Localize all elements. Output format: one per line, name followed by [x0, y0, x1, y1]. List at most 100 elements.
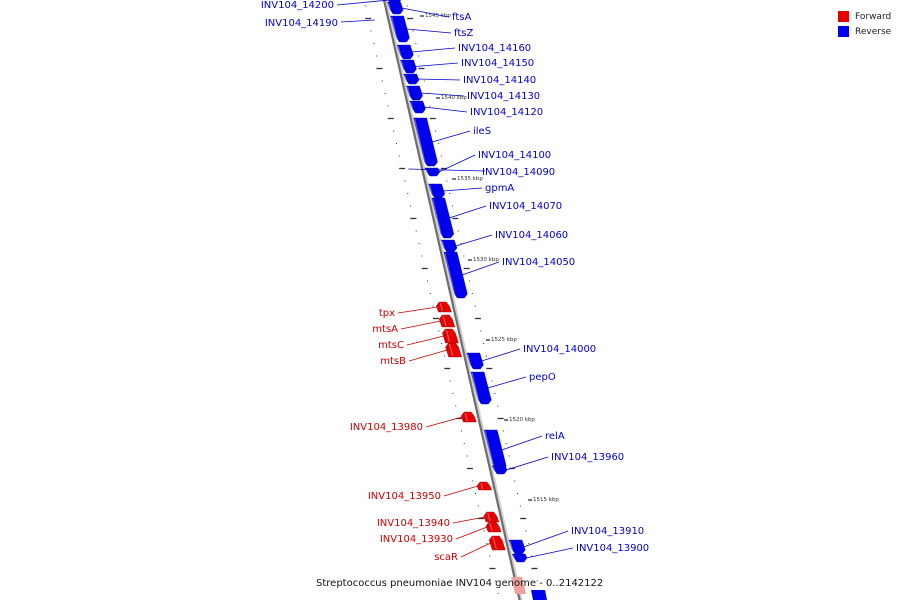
gene-label-mtsB[interactable]: mtsB — [380, 356, 406, 367]
gene-leader-line — [526, 547, 574, 559]
gene-label-INV104_14160[interactable]: INV104_14160 — [458, 43, 531, 54]
gene-leader-line — [336, 0, 394, 6]
selected-feature[interactable] — [511, 577, 526, 594]
legend-forward: Forward — [838, 9, 891, 24]
gene-leader-line — [455, 526, 488, 540]
gene-arrow-scaR[interactable] — [488, 535, 506, 551]
gene-shine — [441, 240, 446, 252]
gene-label-INV104_14150[interactable]: INV104_14150 — [461, 58, 534, 69]
gene-label-INV104_14190[interactable]: INV104_14190 — [265, 18, 338, 29]
gene-label-scaR[interactable]: scaR — [434, 552, 458, 563]
gene-shine — [444, 252, 456, 298]
legend-forward-label: Forward — [855, 11, 892, 22]
genome-axis-layer — [382, 0, 523, 600]
gene-feature-layer — [387, 0, 547, 600]
gene-label-INV104_13980[interactable]: INV104_13980 — [350, 422, 423, 433]
gene-leader-line — [443, 187, 483, 192]
gene-label-INV104_14090[interactable]: INV104_14090 — [482, 167, 555, 178]
gene-label-relA[interactable]: relA — [545, 431, 565, 442]
gene-leader-line — [414, 62, 459, 67]
gene-shine — [471, 372, 480, 404]
gene-arrow-ftsA[interactable] — [387, 1, 404, 15]
gene-leader-line — [452, 516, 485, 524]
reverse-swatch — [838, 26, 849, 37]
gene-label-ftsZ[interactable]: ftsZ — [454, 28, 473, 39]
gene-arrow-INV104_13900[interactable] — [511, 553, 528, 563]
gene-leader-line — [449, 205, 487, 219]
gene-shine — [406, 86, 412, 100]
gene-label-INV104_14140[interactable]: INV104_14140 — [463, 75, 536, 86]
gene-shine — [492, 536, 497, 550]
gene-label-ftsA[interactable]: ftsA — [452, 12, 471, 23]
gene-label-INV104_13930[interactable]: INV104_13930 — [380, 534, 453, 545]
gene-leader-line — [425, 416, 463, 428]
gene-label-INV104_13910[interactable]: INV104_13910 — [571, 526, 644, 537]
gene-label-mtsC[interactable]: mtsC — [378, 340, 404, 351]
gene-arrow-INV104_14160[interactable] — [396, 44, 414, 60]
axis-shadow — [384, 0, 523, 600]
gene-shine — [480, 482, 484, 490]
gene-shine — [448, 343, 454, 357]
gene-shine — [391, 16, 399, 42]
gene-label-INV104_13960[interactable]: INV104_13960 — [551, 452, 624, 463]
gene-label-INV104_13900[interactable]: INV104_13900 — [576, 543, 649, 554]
gene-label-INV104_14130[interactable]: INV104_14130 — [467, 91, 540, 102]
gene-shine — [509, 540, 514, 554]
gene-shine — [429, 184, 434, 198]
gene-label-tpx[interactable]: tpx — [379, 308, 395, 319]
gene-label-INV104_14050[interactable]: INV104_14050 — [502, 257, 575, 268]
gene-shine — [467, 353, 472, 369]
gene-leader-line — [481, 348, 521, 362]
gene-arrow-mtsA[interactable] — [438, 314, 456, 328]
gene-arrow-partial[interactable] — [531, 590, 547, 600]
gene-arrow-INV104_13960[interactable] — [492, 465, 508, 475]
strand-legend: Forward Reverse — [838, 9, 891, 39]
gene-arrow-INV104_14070[interactable] — [431, 197, 455, 239]
gene-leader-line — [408, 168, 486, 172]
gene-leader-line — [487, 376, 527, 389]
gene-arrow-INV104_14000[interactable] — [466, 352, 484, 370]
scale-tick-label: 1535 kbp — [457, 176, 483, 182]
gene-arrow-mtsC[interactable] — [442, 328, 459, 344]
gene-label-INV104_14200[interactable]: INV104_14200 — [261, 0, 334, 11]
gene-shine — [410, 101, 415, 113]
gene-label-mtsA[interactable]: mtsA — [372, 324, 398, 335]
gene-arrow-pepO[interactable] — [470, 371, 492, 405]
gene-arrow-INV104_14140[interactable] — [403, 73, 420, 85]
gene-arrow-tpx[interactable] — [436, 301, 452, 313]
genome-caption: Streptococcus pneumoniae INV104 genome -… — [316, 578, 604, 589]
gene-arrow-ftsZ[interactable] — [390, 15, 410, 43]
gene-leader-line — [455, 234, 493, 247]
scale-tick-label: 1540 kbp — [441, 95, 467, 101]
gene-leader-line — [400, 320, 441, 330]
gene-shine — [414, 118, 427, 166]
gene-arrow-INV104_14130[interactable] — [406, 85, 423, 101]
gene-shine — [484, 430, 495, 470]
gene-arrow-INV104_14120[interactable] — [409, 100, 426, 114]
gene-arrow-INV104_14050[interactable] — [443, 251, 468, 299]
gene-leader-line — [443, 485, 478, 497]
gene-leader-line — [523, 530, 569, 548]
gene-label-INV104_14070[interactable]: INV104_14070 — [489, 201, 562, 212]
gene-label-gpmA[interactable]: gpmA — [485, 183, 514, 194]
gene-label-ileS[interactable]: ileS — [473, 126, 491, 137]
gene-shine — [400, 60, 406, 73]
gene-label-INV104_14100[interactable]: INV104_14100 — [478, 150, 551, 161]
gene-leader-line — [431, 130, 471, 143]
gene-arrow-INV104_13950[interactable] — [476, 481, 493, 491]
gene-label-INV104_14000[interactable]: INV104_14000 — [523, 344, 596, 355]
gene-label-INV104_14120[interactable]: INV104_14120 — [470, 107, 543, 118]
gene-arrow-ileS[interactable] — [413, 117, 438, 167]
gene-label-pepO[interactable]: pepO — [529, 372, 556, 383]
gene-leader-line — [408, 349, 448, 362]
gene-arrow-INV104_13980[interactable] — [460, 411, 477, 423]
gene-arrow-mtsB[interactable] — [445, 342, 462, 358]
gene-shine — [445, 329, 451, 343]
gene-label-INV104_14060[interactable]: INV104_14060 — [495, 230, 568, 241]
gene-label-INV104_13950[interactable]: INV104_13950 — [368, 491, 441, 502]
gene-arrow-INV104_13940[interactable] — [483, 511, 500, 523]
gene-arrow-INV104_14150[interactable] — [400, 59, 417, 74]
gene-label-INV104_13940[interactable]: INV104_13940 — [377, 518, 450, 529]
gene-arrow-INV104_13930[interactable] — [485, 521, 502, 533]
